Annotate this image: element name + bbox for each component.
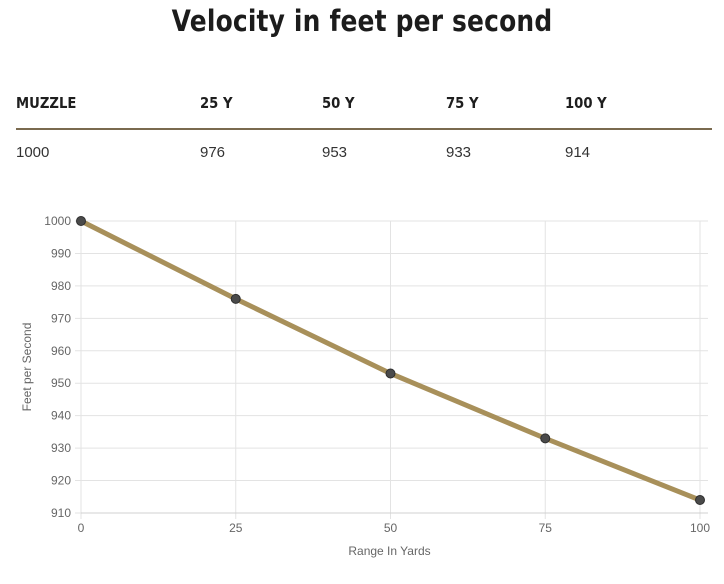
table-value-50y: 953 — [322, 144, 348, 161]
data-point — [76, 216, 86, 226]
x-axis-ticks: 0 25 50 75 100 — [78, 521, 711, 535]
table-header-25y: 25 Y — [200, 94, 233, 112]
table-header-100y: 100 Y — [565, 94, 607, 112]
data-point — [695, 495, 705, 506]
table-value-25y: 976 — [200, 144, 226, 161]
chart-series — [76, 216, 705, 506]
table-header-muzzle: MUZZLE — [16, 94, 77, 112]
chart-title: Velocity in feet per second — [171, 4, 553, 38]
x-tick-label: 100 — [690, 521, 710, 535]
table-divider — [16, 128, 712, 130]
table-header-row: MUZZLE 25 Y 50 Y 75 Y 100 Y — [0, 94, 724, 118]
y-tick-label: 1000 — [44, 214, 71, 228]
y-tick-label: 920 — [51, 474, 71, 488]
data-point — [385, 368, 396, 379]
table-value-row: 1000 976 953 933 914 — [0, 144, 724, 166]
y-tick-label: 970 — [51, 311, 71, 325]
data-point — [230, 293, 241, 304]
x-axis-label: Range In Yards — [348, 544, 430, 558]
velocity-line-chart: 910 920 930 940 950 960 970 980 990 1000 0 25 50 75 1… — [20, 214, 711, 558]
x-tick-label: 0 — [78, 521, 85, 535]
table-header-50y: 50 Y — [322, 94, 355, 112]
table-header-75y: 75 Y — [446, 94, 479, 112]
table-value-75y: 933 — [446, 144, 472, 161]
table-value-100y: 914 — [565, 144, 591, 161]
y-tick-label: 980 — [51, 279, 71, 293]
y-tick-label: 930 — [51, 441, 71, 455]
table-value-muzzle: 1000 — [16, 144, 50, 161]
y-tick-label: 940 — [51, 409, 71, 423]
data-point — [540, 433, 551, 444]
y-tick-label: 950 — [51, 376, 71, 390]
y-axis-ticks: 910 920 930 940 950 960 970 980 990 1000 — [44, 214, 71, 520]
x-tick-label: 25 — [229, 521, 243, 535]
y-tick-label: 960 — [51, 344, 71, 358]
y-tick-label: 990 — [51, 246, 71, 260]
y-tick-label: 910 — [51, 506, 71, 520]
y-axis-label: Feet per Second — [20, 323, 34, 412]
x-tick-label: 50 — [384, 521, 398, 535]
x-tick-label: 75 — [539, 521, 553, 535]
